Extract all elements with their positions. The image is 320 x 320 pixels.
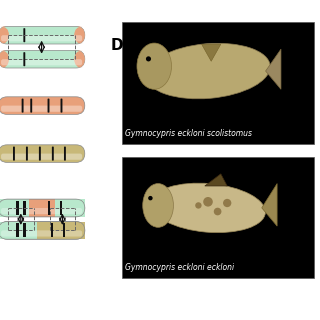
FancyBboxPatch shape (0, 50, 9, 68)
Circle shape (195, 202, 202, 209)
FancyBboxPatch shape (0, 222, 85, 239)
Bar (16, 201, 19, 215)
FancyBboxPatch shape (0, 145, 85, 163)
Text: Gymnocypris eckloni eckloni: Gymnocypris eckloni eckloni (125, 263, 234, 272)
FancyBboxPatch shape (0, 199, 85, 217)
FancyBboxPatch shape (1, 59, 82, 65)
FancyBboxPatch shape (64, 147, 66, 161)
FancyBboxPatch shape (74, 27, 85, 44)
Circle shape (214, 208, 221, 215)
FancyBboxPatch shape (0, 97, 85, 114)
FancyBboxPatch shape (39, 147, 41, 161)
Bar (0, 222, 37, 239)
FancyBboxPatch shape (22, 99, 24, 113)
Bar (122, 157, 314, 278)
Bar (16, 223, 19, 237)
FancyBboxPatch shape (1, 106, 82, 112)
Bar (51, 223, 53, 237)
Circle shape (203, 197, 213, 207)
FancyBboxPatch shape (13, 147, 15, 161)
Ellipse shape (137, 43, 172, 89)
Bar (122, 22, 314, 144)
FancyBboxPatch shape (0, 27, 85, 44)
Polygon shape (202, 44, 221, 61)
Polygon shape (266, 49, 281, 89)
Bar (60, 201, 62, 215)
Bar (23, 223, 26, 237)
Bar (48, 201, 50, 215)
Circle shape (148, 196, 153, 200)
FancyBboxPatch shape (30, 99, 32, 113)
Bar (23, 201, 26, 215)
Ellipse shape (151, 183, 265, 233)
Bar (37, 222, 85, 239)
FancyBboxPatch shape (23, 28, 25, 42)
FancyBboxPatch shape (60, 99, 62, 113)
FancyBboxPatch shape (1, 154, 82, 160)
Circle shape (223, 199, 231, 207)
FancyBboxPatch shape (1, 230, 82, 236)
FancyBboxPatch shape (26, 147, 28, 161)
Ellipse shape (146, 43, 270, 99)
FancyBboxPatch shape (48, 99, 50, 113)
Text: D: D (110, 38, 123, 53)
Polygon shape (205, 174, 227, 186)
Bar (54, 199, 85, 217)
Bar (29, 199, 54, 217)
FancyBboxPatch shape (23, 52, 25, 66)
Text: Gymnocypris eckloni scolistomus: Gymnocypris eckloni scolistomus (125, 129, 252, 138)
Bar (0, 199, 29, 217)
FancyBboxPatch shape (52, 147, 54, 161)
FancyBboxPatch shape (74, 50, 85, 68)
Ellipse shape (143, 184, 173, 227)
Bar (63, 223, 65, 237)
FancyBboxPatch shape (0, 27, 9, 44)
FancyBboxPatch shape (0, 50, 85, 68)
FancyBboxPatch shape (1, 35, 82, 41)
Circle shape (146, 56, 151, 61)
Polygon shape (262, 184, 277, 226)
FancyBboxPatch shape (1, 208, 82, 214)
